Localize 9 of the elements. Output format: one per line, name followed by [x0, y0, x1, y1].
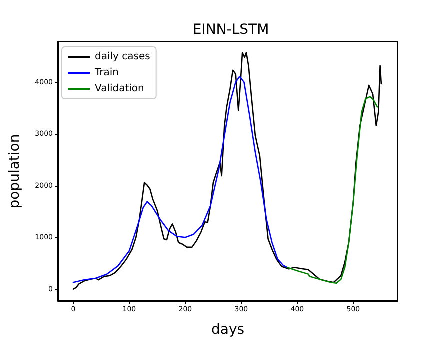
x-axis-title: days [211, 322, 245, 338]
legend-label: Validation [95, 84, 144, 94]
legend-label: daily cases [95, 52, 150, 62]
y-axis-title: population [7, 134, 23, 209]
line-series [72, 76, 288, 284]
legend-label: Train [94, 68, 119, 78]
line-series [72, 52, 382, 290]
chart-title: EINN-LSTM [192, 22, 270, 38]
line-series [286, 96, 378, 284]
